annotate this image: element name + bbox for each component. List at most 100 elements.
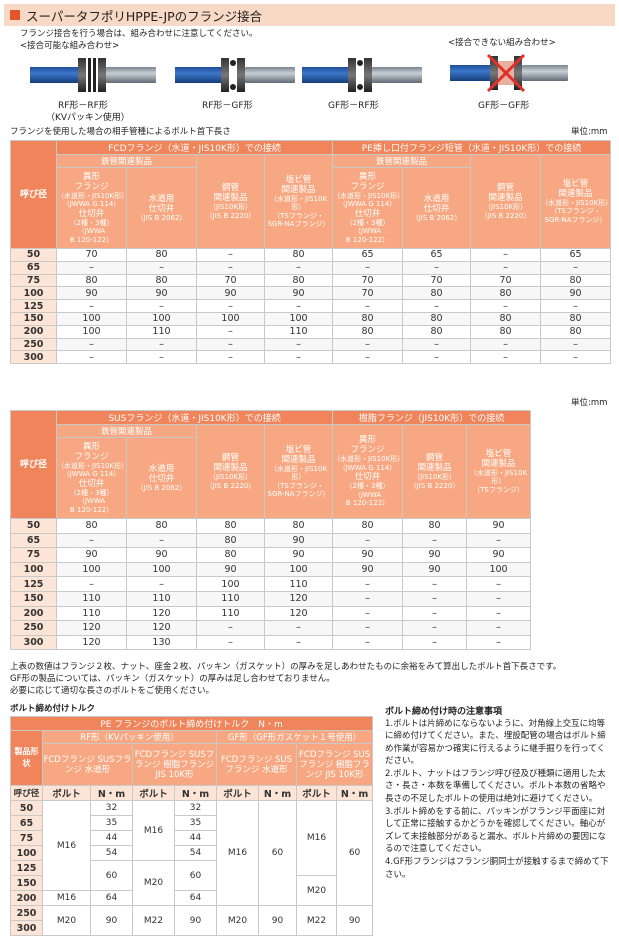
row-size: 200 [10, 324, 57, 339]
row-size: 65 [10, 260, 57, 275]
table-cell: 80 [196, 532, 265, 549]
table-cell: – [126, 532, 197, 549]
table-cell: 80 [402, 311, 472, 326]
torque-rf-b-nm: 44 [174, 830, 217, 846]
intro-text: フランジ接合を行う場合は、組み合わせに注意してください。 [20, 29, 258, 39]
torque-rf-a-bolt-m20: M20 [42, 905, 91, 936]
table-cell: – [402, 299, 472, 313]
table-cell: 65 [332, 248, 404, 262]
table-cell: – [332, 634, 404, 651]
table-row: 65– – – – – – – – [10, 260, 612, 275]
table-cell: 110 [263, 576, 334, 592]
table-cell: 100 [196, 311, 265, 326]
torque-gf-a-nm-90: 90 [258, 905, 297, 936]
table-cell: – [196, 620, 265, 636]
torque-rf-b-bolt-m22: M22 [132, 905, 175, 936]
table-row: 65– –80 90– – – [10, 532, 532, 549]
table-cell: 110 [56, 590, 127, 607]
table-cell: 120 [263, 605, 334, 622]
row-size: 300 [10, 634, 57, 651]
table-cell: 70 [332, 286, 404, 301]
table2-col-3: 鋼管 関連製品 （JIS10K形） （JIS B 2220） [196, 424, 265, 519]
caution-item: 1.ボルトは片締めにならないように、対角線上交互に均等に締め付けてください。また… [385, 719, 606, 766]
table2-sub-a: 鉄管関連製品 [56, 423, 197, 439]
table-cell: – [402, 337, 472, 352]
torque-p1: FCDフランジ SUSフランジ 水道形 [42, 743, 133, 786]
ok-combination-label: <接合可能な組み合わせ> [20, 41, 120, 51]
table-cell: 80 [540, 273, 612, 288]
table-cell: 120 [263, 590, 334, 607]
table-cell: – [470, 337, 542, 352]
table-cell: – [402, 576, 468, 592]
torque-gf-a-nm: 60 [258, 800, 297, 906]
table-cell: – [402, 605, 468, 622]
row-size: 250 [10, 620, 57, 636]
table-cell: 90 [196, 561, 265, 578]
row-size: 65 [10, 532, 57, 549]
table2-unit: 単位:mm [571, 398, 608, 408]
torque-size: 125 [10, 860, 43, 876]
table-cell: 90 [56, 286, 127, 301]
torque-rf-a-nm: 35 [90, 815, 133, 831]
table-cell: 65 [402, 248, 472, 262]
table-cell: 90 [540, 286, 612, 301]
table-cell: – [263, 337, 334, 352]
table-row: 250– – – – – – – – [10, 337, 612, 352]
torque-rf-b-nm: 60 [174, 860, 217, 891]
ng-combination-label: <接合できない組み合わせ> [448, 38, 556, 48]
row-size: 125 [10, 576, 57, 592]
table-cell: – [470, 260, 542, 275]
table-cell: – [540, 299, 612, 313]
table-cell: 70 [332, 273, 404, 288]
row-size: 50 [10, 518, 57, 534]
table-cell: 90 [466, 518, 532, 534]
table-cell: – [126, 260, 197, 275]
table2-col-7: 塩ビ管 関連製品 （水道形・JIS10K形） （TSフランジ） [466, 424, 532, 519]
table-cell: 120 [126, 605, 197, 622]
torque-size: 150 [10, 875, 43, 891]
torque-gf-header: GF形（GF形ガスケット１号使用） [215, 730, 374, 744]
table1-col-8: 塩ビ管 関連製品 （水道形・JIS10K形） （TSフランジ・ SGR-NAフランジ） [540, 154, 612, 249]
table-cell: – [332, 299, 404, 313]
table-cell: – [540, 337, 612, 352]
torque-bolt-h3: ボルト [216, 785, 259, 801]
table-cell: 80 [540, 311, 612, 326]
table2-group-b: 樹脂フランジ（JIS10K形）での接続 [332, 410, 532, 425]
table1-group-a: FCDフランジ（水道・JIS10K形）での接続 [55, 140, 334, 155]
table-row: 75 90 90 80 90 90 90 90 [10, 547, 532, 563]
table-cell: 70 [196, 273, 265, 288]
table-cell: 90 [263, 286, 334, 301]
torque-rf-a-bolt-m16: M16 [42, 890, 91, 906]
row-size: 75 [10, 273, 57, 288]
table-cell: 65 [540, 248, 612, 262]
table-cell: – [56, 299, 127, 313]
row-size: 50 [10, 248, 57, 262]
torque-nm-h2: N・m [174, 785, 217, 801]
torque-rowhead: 呼び径 [10, 785, 43, 801]
table-cell: – [126, 337, 197, 352]
table-cell: – [196, 634, 265, 651]
diagram-caption-rf-rf-note: （KVパッキン使用） [46, 113, 130, 123]
table-cell: 80 [402, 286, 472, 301]
torque-rf-header: RF形（KVパッキン使用） [42, 730, 217, 744]
table-cell: – [332, 532, 404, 549]
table-cell: 90 [126, 286, 197, 301]
table-cell: – [332, 337, 404, 352]
table-cell: 100 [56, 561, 127, 578]
table2-col-6: 鋼管 関連製品 （JIS10K形） （JIS B 2220） [402, 424, 468, 519]
table2-rowhead: 呼び径 [10, 410, 57, 519]
table-cell: 80 [196, 518, 265, 534]
torque-nm-h1: N・m [90, 785, 133, 801]
table-cell: 80 [126, 273, 197, 288]
torque-bolt-h1: ボルト [42, 785, 91, 801]
table-cell: 130 [126, 634, 197, 651]
torque-rf-a-nm-90: 90 [90, 905, 133, 936]
table-row: 75 80 80 70 80 70 70 70 80 [10, 273, 612, 288]
table-cell: – [466, 590, 532, 607]
table-cell: 90 [466, 547, 532, 563]
table-cell: – [402, 634, 468, 651]
table-cell: – [466, 605, 532, 622]
table-cell: 80 [263, 248, 334, 262]
table-cell: 80 [402, 324, 472, 339]
table-row: 300 120 130– – – – – [10, 634, 532, 651]
